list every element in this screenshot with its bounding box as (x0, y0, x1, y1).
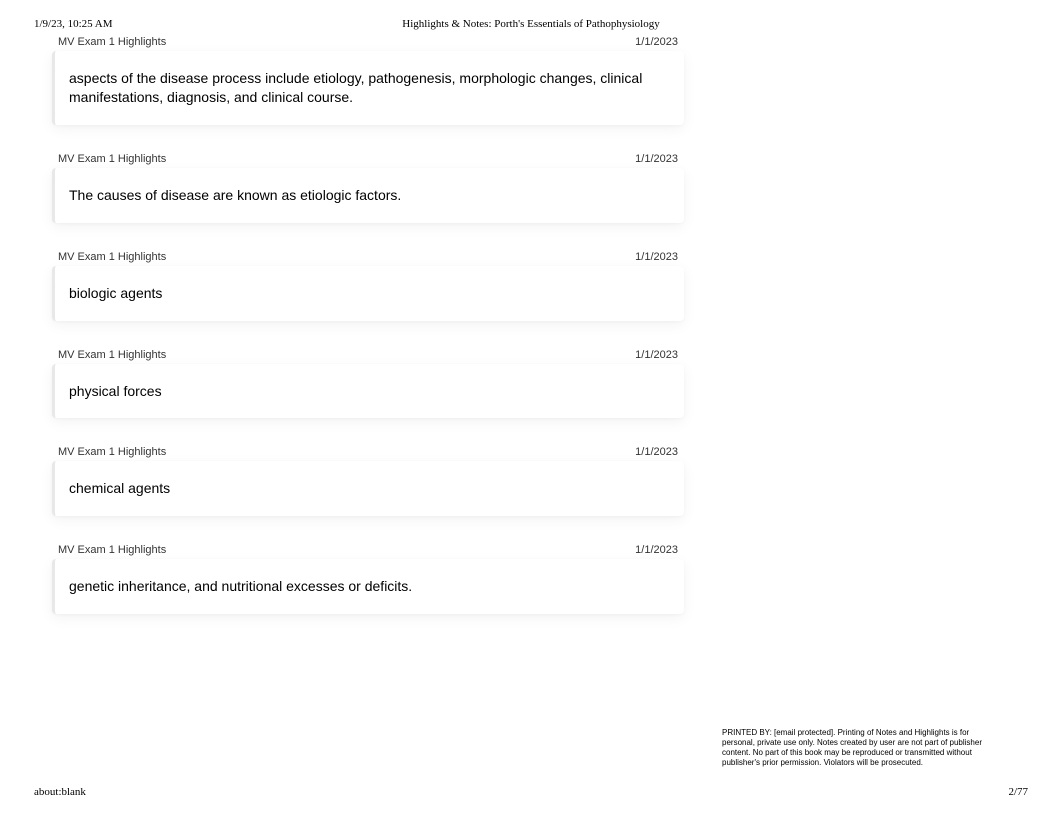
footer-page-number: 2/77 (1008, 786, 1028, 798)
note-meta: MV Exam 1 Highlights 1/1/2023 (52, 446, 684, 461)
page-header: 1/9/23, 10:25 AM Highlights & Notes: Por… (34, 18, 1028, 30)
note-card: physical forces (52, 364, 684, 419)
note-meta: MV Exam 1 Highlights 1/1/2023 (52, 153, 684, 168)
note-block: MV Exam 1 Highlights 1/1/2023 genetic in… (52, 544, 684, 614)
note-text: physical forces (69, 383, 162, 399)
note-card: aspects of the disease process include e… (52, 51, 684, 125)
header-datetime: 1/9/23, 10:25 AM (34, 18, 113, 30)
note-block: MV Exam 1 Highlights 1/1/2023 biologic a… (52, 251, 684, 321)
note-card: The causes of disease are known as etiol… (52, 168, 684, 223)
note-block: MV Exam 1 Highlights 1/1/2023 chemical a… (52, 446, 684, 516)
note-block: MV Exam 1 Highlights 1/1/2023 The causes… (52, 153, 684, 223)
note-source: MV Exam 1 Highlights (58, 349, 166, 361)
print-disclaimer: PRINTED BY: [email protected]. Printing … (722, 728, 992, 768)
note-text: aspects of the disease process include e… (69, 70, 642, 105)
header-title: Highlights & Notes: Porth's Essentials o… (402, 18, 659, 30)
note-card: biologic agents (52, 266, 684, 321)
note-date: 1/1/2023 (635, 251, 678, 263)
note-meta: MV Exam 1 Highlights 1/1/2023 (52, 349, 684, 364)
note-date: 1/1/2023 (635, 544, 678, 556)
note-card: chemical agents (52, 461, 684, 516)
note-source: MV Exam 1 Highlights (58, 446, 166, 458)
footer-url: about:blank (34, 786, 86, 798)
note-block: MV Exam 1 Highlights 1/1/2023 physical f… (52, 349, 684, 419)
note-date: 1/1/2023 (635, 36, 678, 48)
note-meta: MV Exam 1 Highlights 1/1/2023 (52, 251, 684, 266)
note-source: MV Exam 1 Highlights (58, 251, 166, 263)
note-source: MV Exam 1 Highlights (58, 36, 166, 48)
notes-list: MV Exam 1 Highlights 1/1/2023 aspects of… (52, 36, 684, 642)
note-card: genetic inheritance, and nutritional exc… (52, 559, 684, 614)
note-date: 1/1/2023 (635, 446, 678, 458)
note-text: The causes of disease are known as etiol… (69, 187, 401, 203)
note-block: MV Exam 1 Highlights 1/1/2023 aspects of… (52, 36, 684, 125)
note-source: MV Exam 1 Highlights (58, 544, 166, 556)
page-footer: about:blank 2/77 (34, 786, 1028, 798)
note-source: MV Exam 1 Highlights (58, 153, 166, 165)
note-text: biologic agents (69, 285, 162, 301)
note-meta: MV Exam 1 Highlights 1/1/2023 (52, 544, 684, 559)
note-date: 1/1/2023 (635, 153, 678, 165)
note-text: genetic inheritance, and nutritional exc… (69, 578, 412, 594)
note-date: 1/1/2023 (635, 349, 678, 361)
note-text: chemical agents (69, 480, 170, 496)
note-meta: MV Exam 1 Highlights 1/1/2023 (52, 36, 684, 51)
